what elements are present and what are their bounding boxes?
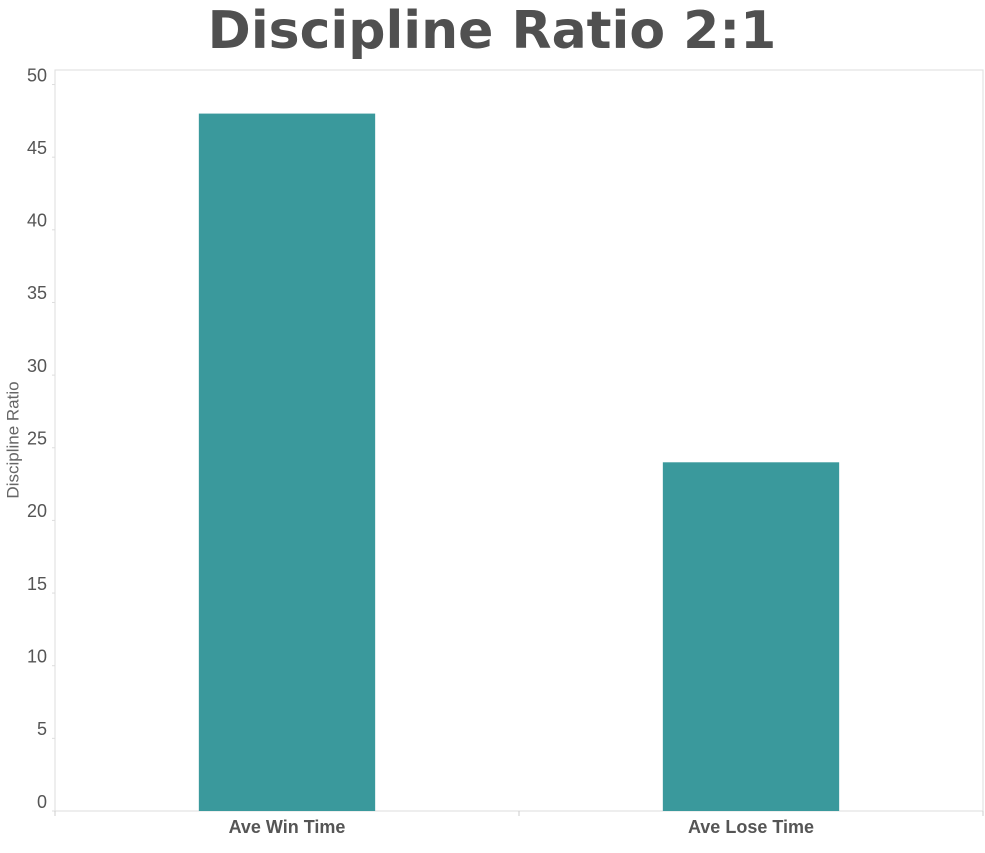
- y-tick-label: 20: [27, 501, 47, 521]
- y-tick-label: 45: [27, 138, 47, 158]
- y-tick-label: 0: [37, 792, 47, 812]
- y-tick-label: 15: [27, 574, 47, 594]
- bar: [662, 462, 840, 811]
- y-tick-label: 10: [27, 646, 47, 666]
- bar: [198, 113, 376, 811]
- y-tick-label: 30: [27, 356, 47, 376]
- x-tick-label: Ave Lose Time: [688, 817, 814, 837]
- y-axis-label: Discipline Ratio: [3, 381, 22, 498]
- chart-title: Discipline Ratio 2:1: [208, 1, 777, 61]
- y-tick-label: 35: [27, 283, 47, 303]
- plot-frame: [54, 69, 984, 812]
- y-tick-label: 25: [27, 429, 47, 449]
- x-tick-label: Ave Win Time: [229, 817, 346, 837]
- y-tick-label: 50: [27, 65, 47, 85]
- y-tick-label: 40: [27, 211, 47, 231]
- y-tick-label: 5: [37, 719, 47, 739]
